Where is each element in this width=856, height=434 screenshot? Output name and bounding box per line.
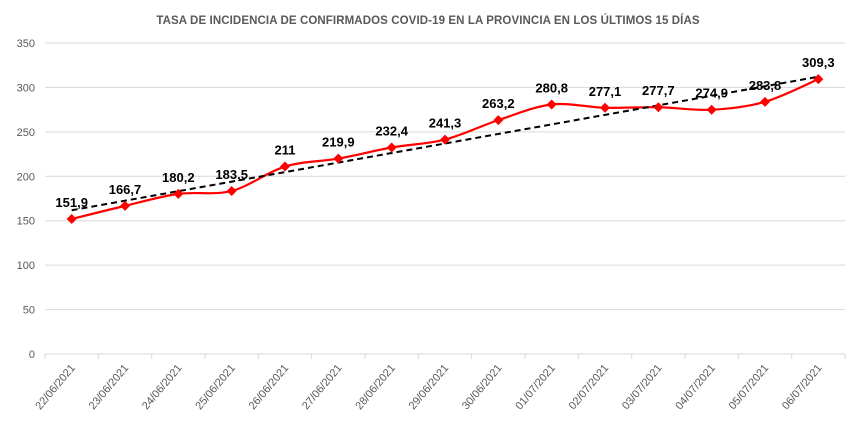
x-tick-label: 30/06/2021: [460, 362, 505, 412]
data-label: 183,5: [215, 167, 248, 182]
data-label: 211: [275, 143, 296, 158]
data-point-marker: [493, 115, 504, 126]
x-tick-label: 29/06/2021: [407, 362, 452, 412]
y-tick-label: 100: [17, 260, 35, 272]
y-tick-label: 150: [17, 216, 35, 228]
data-label: 309,3: [802, 55, 835, 70]
y-tick-label: 350: [17, 38, 35, 50]
data-point-marker: [120, 200, 130, 211]
x-tick-label: 25/06/2021: [193, 362, 238, 412]
trendline: [71, 75, 819, 212]
y-tick-label: 200: [17, 171, 35, 183]
x-tick-label: 06/07/2021: [780, 362, 825, 412]
y-tick-label: 0: [29, 349, 35, 361]
x-tick-label: 28/06/2021: [353, 362, 398, 412]
data-point-marker: [760, 96, 770, 107]
data-point-marker: [333, 153, 344, 164]
data-label: 241,3: [429, 116, 462, 131]
x-tick-label: 03/07/2021: [620, 362, 665, 412]
data-point-marker: [226, 185, 237, 196]
y-tick-label: 50: [23, 305, 35, 317]
data-label: 277,1: [589, 84, 622, 99]
x-tick-label: 23/06/2021: [87, 362, 132, 412]
data-label: 219,9: [322, 135, 355, 150]
data-label: 232,4: [375, 123, 408, 138]
data-label: 151,9: [55, 195, 88, 210]
x-tick-label: 01/07/2021: [513, 362, 558, 412]
data-point-marker: [546, 99, 557, 110]
data-point-marker: [600, 102, 610, 113]
x-tick-label: 04/07/2021: [673, 362, 718, 412]
chart-title: TASA DE INCIDENCIA DE CONFIRMADOS COVID-…: [156, 15, 700, 27]
data-point-marker: [813, 74, 824, 85]
data-point-marker: [440, 134, 450, 145]
x-tick-label: 22/06/2021: [33, 362, 78, 412]
x-tick-label: 24/06/2021: [140, 362, 185, 412]
data-label: 277,7: [642, 83, 675, 98]
data-point-marker: [386, 142, 397, 153]
x-tick-label: 02/07/2021: [567, 362, 612, 412]
data-label: 280,8: [535, 80, 568, 95]
data-label: 263,2: [482, 96, 515, 111]
data-point-marker: [173, 188, 184, 199]
x-tick-label: 05/07/2021: [727, 362, 772, 412]
data-point-marker: [66, 214, 77, 225]
data-label: 166,7: [109, 182, 142, 197]
data-point-marker: [706, 104, 717, 115]
data-label: 274,9: [695, 86, 728, 101]
data-label: 283,8: [749, 78, 782, 93]
data-point-marker: [653, 102, 664, 113]
data-point-marker: [280, 161, 290, 172]
y-tick-label: 250: [17, 127, 35, 139]
data-label: 180,2: [162, 170, 195, 185]
x-tick-label: 27/06/2021: [300, 362, 345, 412]
y-tick-label: 300: [17, 82, 35, 94]
x-tick-label: 26/06/2021: [247, 362, 292, 412]
